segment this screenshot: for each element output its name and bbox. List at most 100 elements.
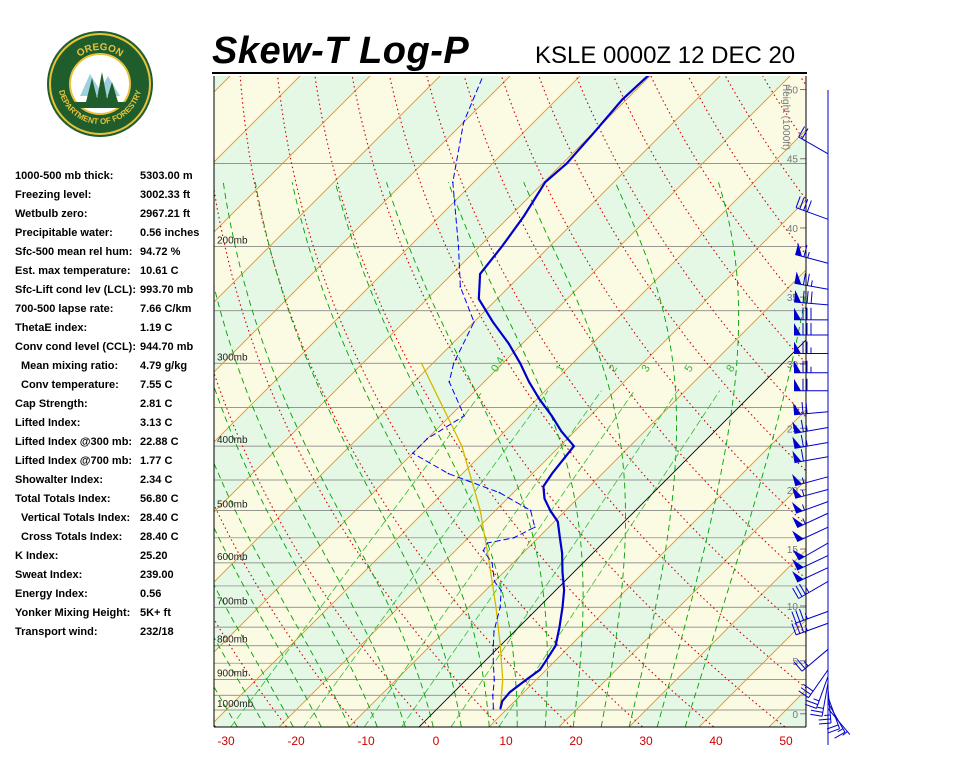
- index-row: Cap Strength: 2.81 C: [15, 398, 215, 417]
- wind-barb-pennant: [794, 290, 802, 303]
- temperature-point: [501, 700, 504, 702]
- index-label: Mean mixing ratio:: [21, 360, 119, 372]
- wind-barb-full-feather: [826, 724, 839, 730]
- temperature-band: [839, 32, 960, 727]
- moist-adiabat-line: [214, 636, 266, 727]
- wind-barb-full-feather: [795, 610, 801, 622]
- index-value: 1.77 C: [140, 455, 173, 467]
- height-tick-label: 35: [787, 293, 799, 304]
- moist-adiabat-line: [214, 584, 294, 727]
- temperature-point: [539, 669, 541, 671]
- wind-barb-full-feather: [796, 659, 806, 669]
- pressure-tick-label: 900mb: [217, 669, 248, 680]
- pressure-tick-label: 400mb: [217, 435, 248, 446]
- temperature-point: [543, 497, 546, 500]
- wind-barb-half-feather: [801, 489, 805, 497]
- isotherm-line: [214, 76, 721, 583]
- wind-barb-shaft: [796, 555, 829, 571]
- pressure-tick-label: 500mb: [217, 499, 248, 510]
- wind-barb-shaft: [798, 136, 829, 155]
- index-row: Showalter Index: 2.34 C: [15, 474, 215, 493]
- wind-barb-shaft: [801, 648, 829, 672]
- wind-barb-pennant: [794, 271, 802, 285]
- dry-adiabat-line: [538, 76, 806, 472]
- index-label: Vertical Totals Index:: [21, 512, 131, 524]
- index-label: ThetaE index:: [15, 322, 88, 334]
- wind-barb-full-feather: [795, 585, 803, 597]
- index-value: 28.40 C: [140, 512, 179, 524]
- height-tick-label: 50: [787, 86, 799, 97]
- index-label: Lifted Index @300 mb:: [15, 436, 133, 448]
- dry-adiabat-line: [845, 32, 960, 727]
- temperature-tick-label: 30: [639, 734, 653, 748]
- wind-barb-pennant: [794, 378, 801, 391]
- wind-barb-half-feather: [837, 728, 844, 733]
- wind-barb-full-feather: [818, 718, 831, 721]
- wind-barb-full-feather: [803, 245, 808, 257]
- index-label: Conv temperature:: [21, 379, 119, 391]
- index-label: Conv cond level (CCL):: [15, 341, 137, 353]
- temperature-point: [592, 132, 595, 135]
- wind-barb: [793, 360, 829, 374]
- mixing-ratio-line: [401, 390, 635, 727]
- dewpoint-point: [452, 362, 455, 365]
- temperature-point: [573, 445, 575, 447]
- dewpoint-point: [492, 644, 495, 647]
- dry-adiabat-line: [575, 76, 806, 418]
- index-label: Transport wind:: [15, 626, 98, 638]
- temperature-point: [523, 215, 525, 217]
- dewpoint-point: [448, 381, 451, 383]
- index-row: Lifted Index: 3.13 C: [15, 417, 215, 436]
- wind-barb-full-feather: [806, 273, 810, 286]
- temperature-point: [561, 552, 563, 554]
- moist-adiabat-line: [214, 526, 322, 727]
- parcel-point: [501, 678, 504, 681]
- wind-barb-pennant: [792, 549, 805, 560]
- pressure-tick-label: 200mb: [217, 236, 248, 247]
- index-label: 700-500 lapse rate:: [15, 303, 114, 315]
- dewpoint-point: [491, 562, 493, 564]
- parcel-point: [488, 562, 491, 564]
- isotherm-line: [628, 549, 806, 727]
- wind-barb-full-feather: [795, 196, 801, 208]
- index-value: 25.20: [140, 550, 168, 562]
- wind-barb-full-feather: [798, 690, 809, 699]
- svg-text:OREGON: OREGON: [75, 42, 125, 60]
- wind-barb-pennant: [792, 450, 802, 463]
- temperature-point: [563, 589, 565, 592]
- temperature-point: [523, 680, 525, 683]
- dry-adiabat-line: [389, 76, 806, 689]
- wind-barb-full-feather: [799, 197, 805, 210]
- index-label: Showalter Index:: [15, 474, 104, 486]
- index-value: 4.79 g/kg: [140, 360, 188, 372]
- index-row: Vertical Totals Index: 28.40 C: [15, 512, 215, 531]
- temperature-band: [214, 76, 300, 162]
- dewpoint-point: [493, 630, 495, 632]
- logo-top-text: OREGON: [75, 42, 125, 60]
- wind-barb-pennant: [791, 502, 803, 514]
- height-axis-title: Height (1000ft): [780, 84, 791, 150]
- height-tick-label: 15: [787, 545, 799, 556]
- index-row: Total Totals Index: 56.80 C: [15, 493, 215, 512]
- index-label: Lifted Index @700 mb:: [15, 455, 133, 467]
- isotherm-line: [214, 76, 651, 513]
- wind-barb-full-feather: [798, 126, 806, 138]
- dewpoint-point: [493, 580, 496, 583]
- dewpoint-point: [426, 438, 429, 440]
- dewpoint-point: [473, 321, 475, 323]
- index-value: 239.00: [140, 569, 174, 581]
- wind-barb-pennant: [793, 402, 802, 415]
- pressure-tick-label: 300mb: [217, 352, 248, 363]
- temperature-band: [214, 130, 806, 727]
- index-value: 944.70 mb: [140, 341, 194, 353]
- index-value: 2.81 C: [140, 398, 173, 410]
- dry-adiabat-line: [214, 723, 216, 727]
- wind-barb: [792, 474, 829, 487]
- isotherm-line: [558, 479, 806, 727]
- wind-barb-full-feather: [800, 434, 804, 447]
- wind-barb-full-feather: [806, 200, 812, 212]
- wind-barb-half-feather: [805, 425, 808, 432]
- temperature-point: [649, 74, 651, 76]
- index-row: Sweat Index: 239.00: [15, 569, 215, 588]
- wind-barb-half-feather: [824, 714, 831, 716]
